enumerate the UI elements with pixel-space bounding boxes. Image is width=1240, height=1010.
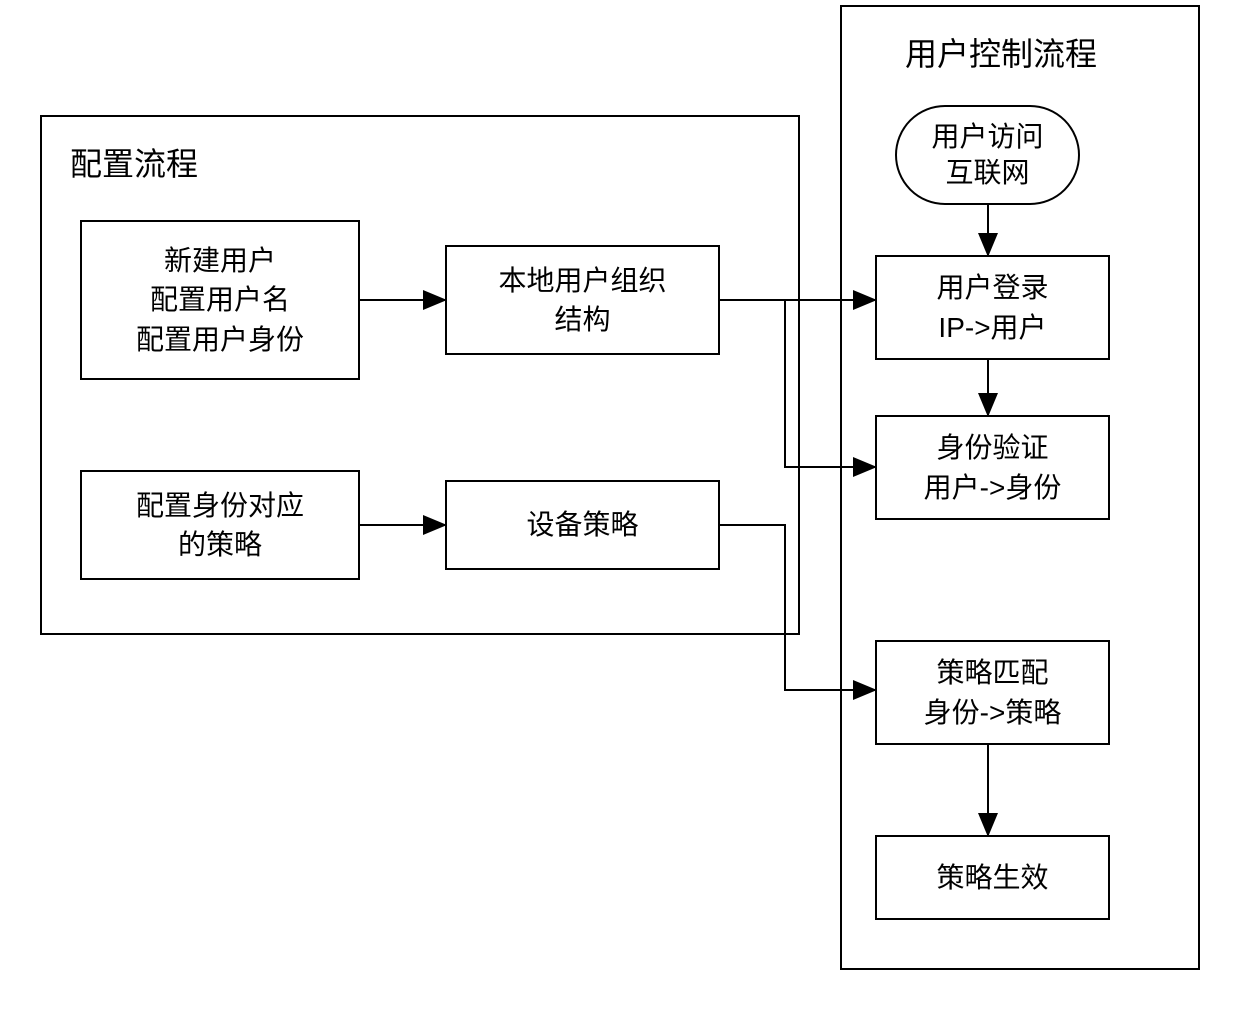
node-policy-match: 策略匹配 身份->策略 [875,640,1110,745]
node-line: 身份验证 [936,428,1048,467]
node-line: 新建用户 [164,241,276,280]
node-line: 用户登录 [936,268,1048,307]
node-line: 配置用户身份 [136,320,304,359]
node-line: 策略生效 [936,858,1048,897]
node-device-policy: 设备策略 [445,480,720,570]
node-new-user: 新建用户 配置用户名 配置用户身份 [80,220,360,380]
node-line: 的策略 [178,525,262,564]
node-line: 配置身份对应 [136,486,304,525]
node-user-access: 用户访问 互联网 [895,105,1080,205]
node-line: 设备策略 [526,505,638,544]
node-user-login: 用户登录 IP->用户 [875,255,1110,360]
node-line: 本地用户组织 [498,261,666,300]
node-config-policy: 配置身份对应 的策略 [80,470,360,580]
control-flow-title: 用户控制流程 [905,35,1097,73]
node-line: 用户->身份 [924,468,1062,507]
node-identity-verify: 身份验证 用户->身份 [875,415,1110,520]
node-line: 身份->策略 [924,693,1062,732]
node-line: 结构 [554,300,610,339]
config-flow-title: 配置流程 [70,145,198,183]
node-line: 互联网 [945,155,1029,191]
node-line: 策略匹配 [936,653,1048,692]
node-policy-effect: 策略生效 [875,835,1110,920]
node-line: 配置用户名 [150,280,290,319]
node-local-org: 本地用户组织 结构 [445,245,720,355]
node-line: 用户访问 [931,119,1043,155]
node-line: IP->用户 [938,308,1046,347]
